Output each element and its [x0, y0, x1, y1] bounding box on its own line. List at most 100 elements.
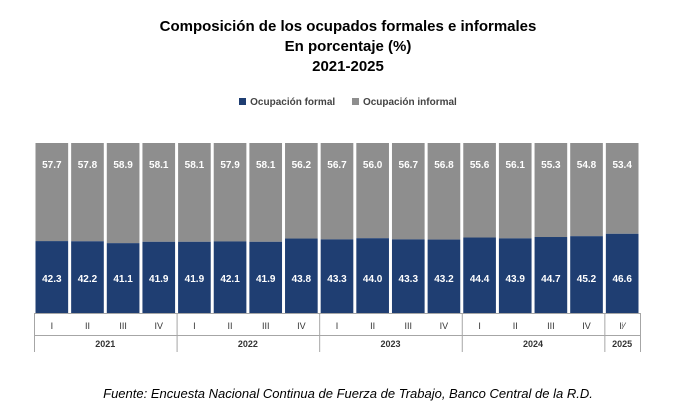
chart-title-block: Composición de los ocupados formales e i… — [0, 17, 696, 77]
data-label-informal: 58.1 — [256, 160, 276, 171]
x-tick-label: II — [370, 321, 375, 331]
x-tick-label: III — [119, 321, 127, 331]
data-label-informal: 58.1 — [149, 160, 169, 171]
data-label-informal: 56.1 — [506, 160, 526, 171]
bar-formal — [534, 237, 568, 313]
data-label-informal: 57.9 — [220, 160, 240, 171]
year-group-label: 2024 — [523, 339, 543, 349]
x-tick-label: IV — [155, 321, 164, 331]
year-group-label: 2021 — [95, 339, 115, 349]
data-label-formal: 46.6 — [612, 274, 632, 285]
chart-title: Composición de los ocupados formales e i… — [159, 18, 537, 35]
bar-informal — [391, 143, 425, 240]
bar-formal — [285, 238, 318, 313]
chart-legend: Ocupación formal Ocupación informal — [0, 97, 696, 108]
x-tick-label: IV — [440, 321, 449, 331]
data-label-informal: 56.8 — [434, 160, 454, 171]
x-tick-label: II — [228, 321, 233, 331]
data-label-formal: 43.8 — [292, 274, 312, 285]
bar-informal — [213, 143, 247, 242]
bar-formal — [391, 239, 425, 313]
bar-informal — [570, 143, 603, 237]
data-label-formal: 44.0 — [363, 274, 383, 285]
bar-informal — [605, 143, 639, 234]
bar-informal — [534, 143, 568, 238]
chart-period: 2021-2025 — [312, 58, 384, 75]
data-label-informal: 55.3 — [541, 160, 561, 171]
bar-formal — [142, 241, 176, 313]
bar-informal — [178, 143, 211, 242]
x-tick-label: IV — [582, 321, 591, 331]
legend-label-formal: Ocupación formal — [250, 97, 336, 108]
legend-item-formal: Ocupación formal — [239, 97, 335, 108]
data-label-formal: 43.2 — [434, 274, 454, 285]
data-label-formal: 43.3 — [327, 274, 347, 285]
bar-informal — [106, 143, 140, 244]
bar-formal — [249, 241, 283, 313]
x-tick-label: III — [547, 321, 555, 331]
x-tick-label: II — [85, 321, 90, 331]
data-label-formal: 41.1 — [113, 274, 133, 285]
bar-formal — [71, 241, 104, 313]
legend-item-informal: Ocupación informal — [351, 97, 457, 108]
x-tick-label: I — [478, 321, 481, 331]
data-label-formal: 45.2 — [577, 274, 597, 285]
bar-informal — [320, 143, 354, 240]
legend-swatch-informal — [351, 98, 359, 105]
data-label-formal: 44.7 — [541, 274, 561, 285]
x-tick-label: Iⁱ⁄ — [619, 321, 626, 331]
bar-informal — [142, 143, 176, 242]
bar-informal — [249, 143, 283, 242]
data-label-informal: 53.4 — [612, 160, 632, 171]
data-label-formal: 41.9 — [185, 274, 205, 285]
bar-informal — [71, 143, 104, 242]
data-label-formal: 42.3 — [42, 274, 62, 285]
bar-formal — [178, 241, 211, 313]
bar-informal — [356, 143, 389, 239]
bar-formal — [463, 237, 496, 313]
data-label-formal: 41.9 — [149, 274, 169, 285]
bar-informal — [463, 143, 496, 238]
bar-formal — [320, 239, 354, 313]
data-label-informal: 57.7 — [42, 160, 62, 171]
x-tick-label: I — [193, 321, 196, 331]
legend-label-informal: Ocupación informal — [362, 97, 457, 108]
data-label-informal: 57.8 — [78, 160, 98, 171]
data-label-informal: 58.1 — [185, 160, 205, 171]
data-label-informal: 55.6 — [470, 160, 490, 171]
source-note: Fuente: Encuesta Nacional Continua de Fu… — [103, 386, 593, 401]
data-label-informal: 56.7 — [327, 160, 347, 171]
bar-formal — [427, 239, 461, 313]
bar-informal — [35, 143, 69, 242]
bar-informal — [498, 143, 532, 239]
bar-formal — [605, 233, 639, 313]
data-label-formal: 43.9 — [506, 274, 526, 285]
year-group-label: 2023 — [380, 339, 400, 349]
data-label-formal: 41.9 — [256, 274, 276, 285]
data-label-formal: 42.2 — [78, 274, 98, 285]
x-tick-label: II — [513, 321, 518, 331]
data-label-informal: 58.9 — [113, 160, 133, 171]
bar-formal — [356, 238, 389, 313]
data-label-informal: 56.7 — [399, 160, 419, 171]
year-group-label: 2022 — [238, 339, 258, 349]
data-label-informal: 56.0 — [363, 160, 383, 171]
data-label-formal: 43.3 — [399, 274, 419, 285]
bar-formal — [106, 243, 140, 313]
bar-informal — [427, 143, 461, 240]
bar-formal — [35, 241, 69, 313]
data-label-informal: 54.8 — [577, 160, 597, 171]
bar-formal — [498, 238, 532, 313]
x-tick-label: I — [51, 321, 54, 331]
data-label-informal: 56.2 — [292, 160, 312, 171]
x-tick-label: IV — [297, 321, 306, 331]
chart-subtitle: En porcentaje (%) — [284, 38, 412, 55]
x-tick-label: III — [262, 321, 270, 331]
x-tick-label: III — [405, 321, 413, 331]
legend-swatch-formal — [239, 98, 247, 105]
year-group-label: 2025 — [612, 339, 632, 349]
bar-informal — [285, 143, 318, 239]
x-tick-label: I — [336, 321, 339, 331]
data-label-formal: 42.1 — [220, 274, 240, 285]
